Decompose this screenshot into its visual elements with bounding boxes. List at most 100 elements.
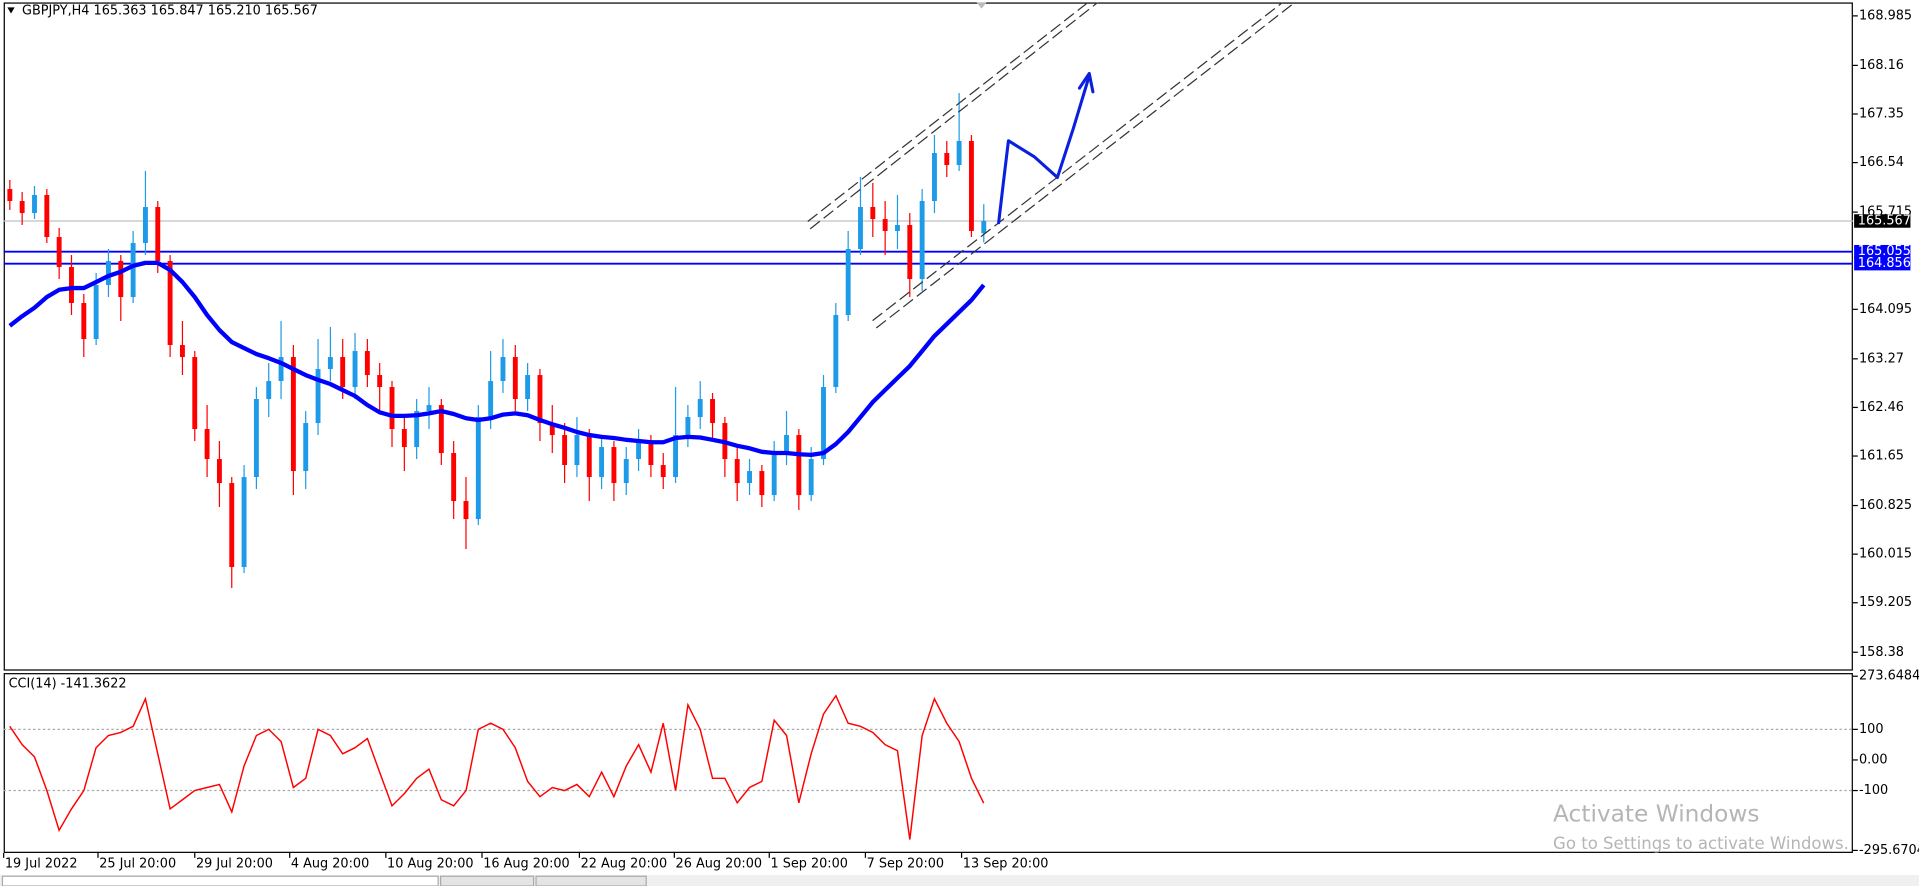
candle-body bbox=[19, 201, 25, 214]
candle-body bbox=[599, 447, 605, 478]
candle-body bbox=[340, 357, 346, 388]
y-tick-label: 160.015 bbox=[1859, 547, 1912, 562]
candle-body bbox=[944, 153, 950, 166]
moving-average bbox=[8, 260, 986, 458]
price-label: 165.055 bbox=[1858, 244, 1911, 259]
candle-body bbox=[500, 357, 506, 382]
arrow-head bbox=[1077, 71, 1095, 94]
candle-body bbox=[623, 459, 629, 484]
tab-strip bbox=[0, 874, 1919, 886]
y-tick-label: 0.00 bbox=[1859, 752, 1888, 767]
candle-body bbox=[512, 357, 518, 400]
candle-body bbox=[192, 357, 198, 430]
candle-body bbox=[142, 207, 148, 244]
candle-body bbox=[451, 453, 457, 502]
candle-body bbox=[377, 375, 383, 388]
candle-body bbox=[784, 435, 789, 454]
tab[interactable] bbox=[535, 875, 647, 886]
x-tick-label: 1 Sep 20:00 bbox=[770, 856, 847, 871]
candle-body bbox=[981, 220, 987, 234]
cci-plot bbox=[3, 694, 1853, 840]
candle-body bbox=[426, 405, 432, 412]
candle-body bbox=[278, 357, 284, 382]
candle-body bbox=[44, 195, 50, 238]
candle-body bbox=[7, 189, 13, 202]
y-tick-label: 100 bbox=[1859, 722, 1884, 737]
candle-body bbox=[747, 471, 752, 484]
candle-body bbox=[401, 429, 407, 448]
candle-body bbox=[438, 405, 444, 454]
candle-body bbox=[266, 381, 272, 400]
x-tick-label: 16 Aug 20:00 bbox=[483, 856, 570, 871]
candle-body bbox=[389, 387, 395, 430]
main-panel-border bbox=[3, 2, 1853, 671]
candle-body bbox=[660, 465, 666, 478]
x-tick-label: 7 Sep 20:00 bbox=[867, 856, 944, 871]
price-label: 164.856 bbox=[1858, 256, 1911, 271]
watermark-subtitle: Go to Settings to activate Windows. bbox=[1553, 834, 1849, 853]
channel-line bbox=[872, 2, 1283, 322]
candle-body bbox=[290, 357, 296, 472]
y-tick-label: 273.6484 bbox=[1859, 669, 1919, 684]
candle-body bbox=[882, 219, 888, 232]
candle-body bbox=[759, 471, 765, 496]
y-tick-label: 163.27 bbox=[1859, 351, 1904, 366]
candle-body bbox=[303, 423, 309, 472]
channel-line bbox=[809, 2, 1099, 230]
cci-line bbox=[9, 694, 985, 840]
y-tick-label: 160.825 bbox=[1859, 498, 1912, 513]
price-label-bg bbox=[1854, 244, 1911, 259]
candle-body bbox=[414, 411, 420, 448]
candle-body bbox=[81, 303, 87, 340]
candle-body bbox=[636, 441, 642, 460]
candle-body bbox=[821, 387, 826, 460]
candle-body bbox=[697, 399, 703, 418]
channel-line bbox=[875, 2, 1296, 329]
x-tick-label: 4 Aug 20:00 bbox=[291, 856, 369, 871]
candle-body bbox=[253, 399, 259, 478]
chart-title: GBPJPY,H4 165.363 165.847 165.210 165.56… bbox=[22, 4, 318, 19]
candle-body bbox=[845, 249, 851, 316]
candle-body bbox=[56, 237, 62, 268]
candle-body bbox=[106, 261, 111, 286]
candle-body bbox=[118, 261, 124, 298]
tab[interactable] bbox=[1, 875, 439, 886]
candle-body bbox=[475, 417, 481, 520]
candle-body bbox=[562, 435, 568, 466]
candle-body bbox=[155, 207, 161, 262]
y-tick-label: -100 bbox=[1859, 783, 1888, 798]
candle-body bbox=[364, 351, 370, 376]
candle-body bbox=[956, 141, 962, 166]
candle-body bbox=[833, 315, 839, 388]
x-tick-label: 19 Jul 2022 bbox=[5, 856, 78, 871]
price-label-bg bbox=[1854, 256, 1911, 271]
candle-body bbox=[685, 417, 691, 436]
y-tick-label: 168.985 bbox=[1859, 8, 1912, 23]
watermark-title: Activate Windows bbox=[1553, 801, 1759, 828]
arrow-path bbox=[997, 74, 1091, 225]
y-tick-label: 162.46 bbox=[1859, 400, 1904, 415]
y-tick-label: 167.35 bbox=[1859, 106, 1904, 121]
candle-body bbox=[710, 399, 715, 424]
x-tick-label: 13 Sep 20:00 bbox=[963, 856, 1049, 871]
candle-body bbox=[216, 459, 222, 484]
candle-body bbox=[463, 501, 469, 520]
menu-triangle bbox=[7, 7, 15, 14]
y-tick-label: 166.54 bbox=[1859, 155, 1904, 170]
candle-body bbox=[907, 225, 913, 280]
candle-body bbox=[179, 345, 185, 358]
candle-body bbox=[229, 483, 235, 568]
candle-body bbox=[549, 423, 555, 436]
indicator-label: CCI(14) -141.3622 bbox=[9, 677, 127, 692]
candle-body bbox=[932, 153, 937, 202]
candle-body bbox=[895, 225, 900, 232]
candle-body bbox=[586, 435, 592, 478]
x-tick-label: 25 Jul 20:00 bbox=[99, 856, 176, 871]
candle-body bbox=[771, 453, 777, 496]
candle-body bbox=[204, 429, 210, 460]
candle-body bbox=[69, 267, 74, 304]
tab[interactable] bbox=[439, 875, 535, 886]
candle-body bbox=[537, 375, 543, 424]
y-tick-label: 168.16 bbox=[1859, 58, 1904, 73]
candle-body bbox=[673, 435, 679, 478]
